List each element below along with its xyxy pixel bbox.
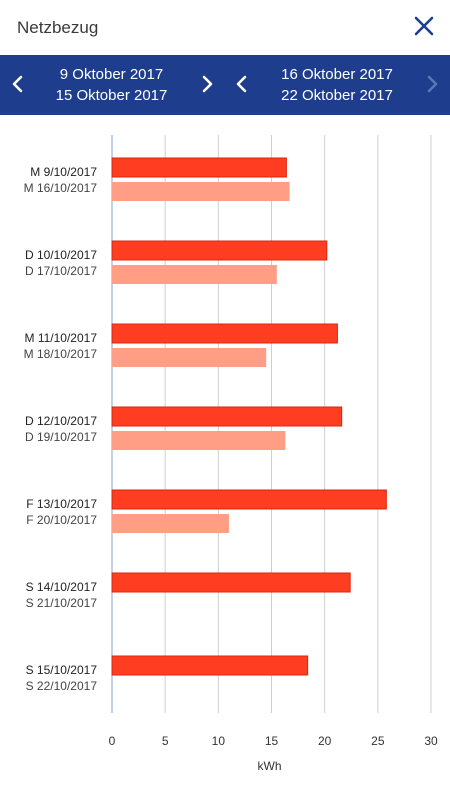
bar-series-b [112,514,229,533]
category-label-b: M 16/10/2017 [24,181,98,195]
chevron-left-icon [12,75,23,93]
next-period-b-button-disabled [418,69,446,99]
x-tick-label: 20 [318,734,332,748]
category-label-b: S 22/10/2017 [26,679,98,693]
next-period-a-button[interactable] [193,69,221,99]
period-b-end: 22 Oktober 2017 [281,87,393,104]
close-button[interactable] [410,12,438,40]
bar-series-a [111,157,287,178]
bar-series-a [111,489,387,510]
chart-area: 0 5 10 15 20 25 30 kWh M 9/10/2017 M 16/10/2017 D … [0,115,450,800]
category-label-b: M 18/10/2017 [24,347,98,361]
period-b-start: 16 Oktober 2017 [281,66,393,83]
period-b-range: 16 Oktober 2017 22 Oktober 2017 [264,64,410,106]
x-axis-label: kWh [258,759,282,773]
bar-series-b [112,265,277,284]
category-label-a: S 15/10/2017 [26,663,98,677]
bar-series-a [111,406,343,427]
bar-series-a [111,655,309,676]
bar-series-b [112,431,286,450]
bar-series-a [111,240,328,261]
period-a-end: 15 Oktober 2017 [55,87,168,104]
chevron-left-icon [236,75,247,93]
category-label-b: D 19/10/2017 [25,430,97,444]
close-icon [414,16,434,36]
category-label-a: D 10/10/2017 [25,248,97,262]
title-bar: Netzbezug [0,0,450,55]
period-a-start: 9 Oktober 2017 [59,66,164,83]
category-label-a: M 9/10/2017 [30,165,97,179]
date-navigation-bar: 9 Oktober 2017 15 Oktober 2017 16 Oktobe… [0,55,450,115]
category-label-a: F 13/10/2017 [26,497,97,511]
x-tick-label: 30 [424,734,438,748]
bar-series-a [111,323,338,344]
chevron-right-icon [202,75,213,93]
x-tick-label: 5 [162,734,169,748]
previous-period-a-button[interactable] [4,69,32,99]
bar-series-b [112,348,267,367]
page-title: Netzbezug [17,18,99,37]
category-label-b: F 20/10/2017 [26,513,97,527]
bar-series-b [112,182,290,201]
bar-series-a [111,572,351,593]
category-label-b: S 21/10/2017 [26,596,98,610]
energy-bar-chart: 0 5 10 15 20 25 30 kWh M 9/10/2017 M 16/10/2017 D … [24,135,438,773]
period-a-range: 9 Oktober 2017 15 Oktober 2017 [40,64,183,106]
category-label-b: D 17/10/2017 [25,264,97,278]
x-tick-label: 25 [371,734,385,748]
chevron-right-icon [427,75,438,93]
x-tick-label: 0 [109,734,116,748]
category-label-a: D 12/10/2017 [25,414,97,428]
x-tick-label: 15 [265,734,279,748]
category-label-a: M 11/10/2017 [25,331,98,345]
previous-period-b-button[interactable] [228,69,256,99]
category-label-a: S 14/10/2017 [26,580,98,594]
x-tick-label: 10 [212,734,226,748]
